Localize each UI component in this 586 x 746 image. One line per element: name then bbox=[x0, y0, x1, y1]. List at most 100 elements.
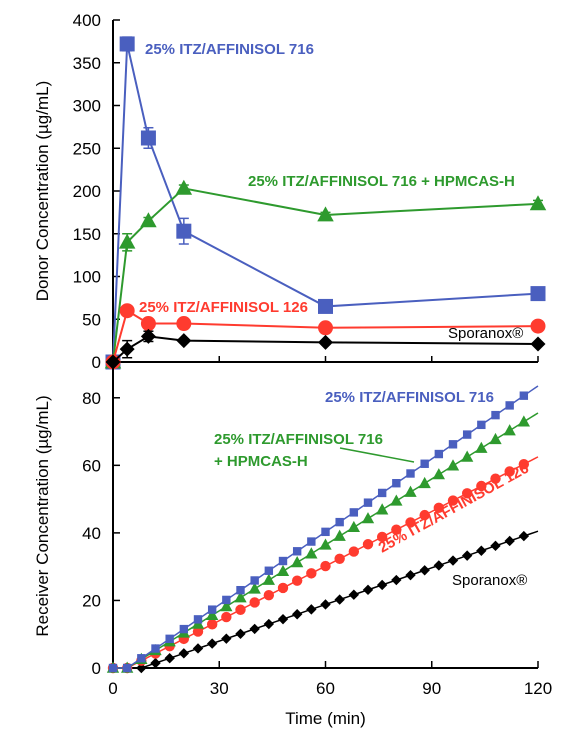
data-point bbox=[318, 298, 333, 314]
data-point bbox=[221, 633, 232, 644]
data-point bbox=[448, 440, 458, 449]
data-point bbox=[307, 537, 316, 546]
data-point bbox=[519, 391, 529, 400]
data-point bbox=[347, 520, 360, 533]
series-label: + HPMCAS-H bbox=[214, 453, 308, 470]
y-axis-label: Receiver Concentration (µg/mL) bbox=[33, 395, 52, 636]
data-point bbox=[461, 450, 474, 462]
data-point bbox=[419, 509, 430, 521]
data-point bbox=[447, 555, 459, 566]
data-point bbox=[489, 432, 502, 445]
data-point bbox=[420, 459, 429, 468]
data-point bbox=[433, 502, 445, 514]
y-tick-label: 100 bbox=[73, 268, 101, 287]
data-point bbox=[491, 410, 500, 420]
data-point bbox=[518, 530, 530, 542]
data-point bbox=[263, 618, 275, 630]
data-point bbox=[140, 130, 156, 146]
data-point bbox=[477, 420, 486, 430]
data-point bbox=[248, 582, 261, 594]
data-point bbox=[306, 568, 317, 579]
y-tick-label: 400 bbox=[73, 11, 101, 30]
data-point bbox=[192, 626, 204, 637]
data-point bbox=[119, 303, 135, 319]
y-tick-label: 60 bbox=[82, 456, 101, 475]
data-point bbox=[277, 613, 289, 625]
data-point bbox=[165, 634, 174, 644]
data-point bbox=[461, 550, 473, 561]
data-point bbox=[250, 576, 259, 585]
data-point bbox=[178, 648, 190, 659]
data-point bbox=[348, 589, 360, 600]
data-point bbox=[376, 579, 388, 591]
data-point bbox=[140, 212, 157, 228]
series-label: 25% ITZ/AFFINISOL 716 bbox=[325, 389, 494, 406]
data-point bbox=[151, 644, 160, 653]
data-point bbox=[305, 547, 318, 559]
data-point bbox=[206, 608, 219, 620]
data-point bbox=[505, 401, 514, 410]
data-point bbox=[418, 476, 431, 489]
data-point bbox=[475, 441, 488, 453]
y-tick-label: 150 bbox=[73, 225, 101, 244]
data-point bbox=[404, 485, 417, 497]
data-point bbox=[446, 459, 460, 471]
data-point bbox=[193, 615, 203, 624]
data-point bbox=[263, 590, 275, 601]
data-point bbox=[222, 595, 231, 605]
data-point bbox=[292, 547, 302, 556]
data-point bbox=[105, 354, 121, 370]
data-point bbox=[361, 512, 375, 524]
data-point bbox=[249, 623, 260, 635]
data-point bbox=[405, 569, 416, 581]
data-point bbox=[391, 574, 402, 586]
y-tick-label: 0 bbox=[92, 353, 101, 372]
data-point bbox=[164, 653, 175, 664]
y-tick-label: 80 bbox=[82, 389, 101, 408]
data-point bbox=[291, 575, 303, 586]
x-tick-label: 120 bbox=[524, 679, 552, 698]
data-point bbox=[433, 560, 445, 571]
data-point bbox=[504, 535, 515, 547]
data-point bbox=[136, 662, 147, 674]
data-point bbox=[334, 553, 345, 565]
data-point bbox=[335, 517, 344, 527]
data-point bbox=[318, 320, 333, 336]
series-label: 25% ITZ/AFFINISOL 716 bbox=[145, 41, 314, 58]
data-point bbox=[235, 628, 246, 639]
series-line bbox=[112, 43, 539, 363]
data-point bbox=[530, 318, 546, 334]
data-point bbox=[334, 594, 345, 605]
data-point bbox=[306, 604, 317, 615]
data-point bbox=[221, 611, 232, 623]
data-point bbox=[348, 546, 360, 557]
data-point bbox=[529, 195, 547, 211]
data-point bbox=[277, 582, 289, 594]
data-point bbox=[119, 341, 135, 357]
data-point bbox=[278, 556, 288, 566]
x-tick-label: 30 bbox=[210, 679, 229, 698]
y-tick-label: 200 bbox=[73, 182, 101, 201]
data-point bbox=[405, 517, 416, 528]
data-point bbox=[321, 527, 330, 537]
data-point bbox=[462, 430, 472, 439]
y-tick-label: 350 bbox=[73, 54, 101, 73]
data-point bbox=[362, 539, 374, 550]
data-point bbox=[118, 233, 136, 249]
data-point bbox=[317, 206, 334, 222]
y-tick-label: 300 bbox=[73, 97, 101, 116]
data-point bbox=[176, 316, 192, 332]
data-point bbox=[392, 479, 401, 488]
data-point bbox=[419, 565, 430, 576]
data-point bbox=[320, 560, 331, 572]
series-line bbox=[112, 187, 539, 363]
data-point bbox=[434, 449, 444, 459]
receiver-panel: 0 20 40 60 80 0 30 60 90 120 Time (min) Receiver Co… bbox=[33, 364, 552, 728]
data-point bbox=[333, 529, 346, 541]
data-point bbox=[276, 564, 290, 577]
data-point bbox=[318, 334, 333, 350]
data-point bbox=[207, 605, 217, 614]
data-point bbox=[108, 663, 118, 673]
data-point bbox=[503, 424, 516, 436]
data-point bbox=[518, 458, 530, 470]
